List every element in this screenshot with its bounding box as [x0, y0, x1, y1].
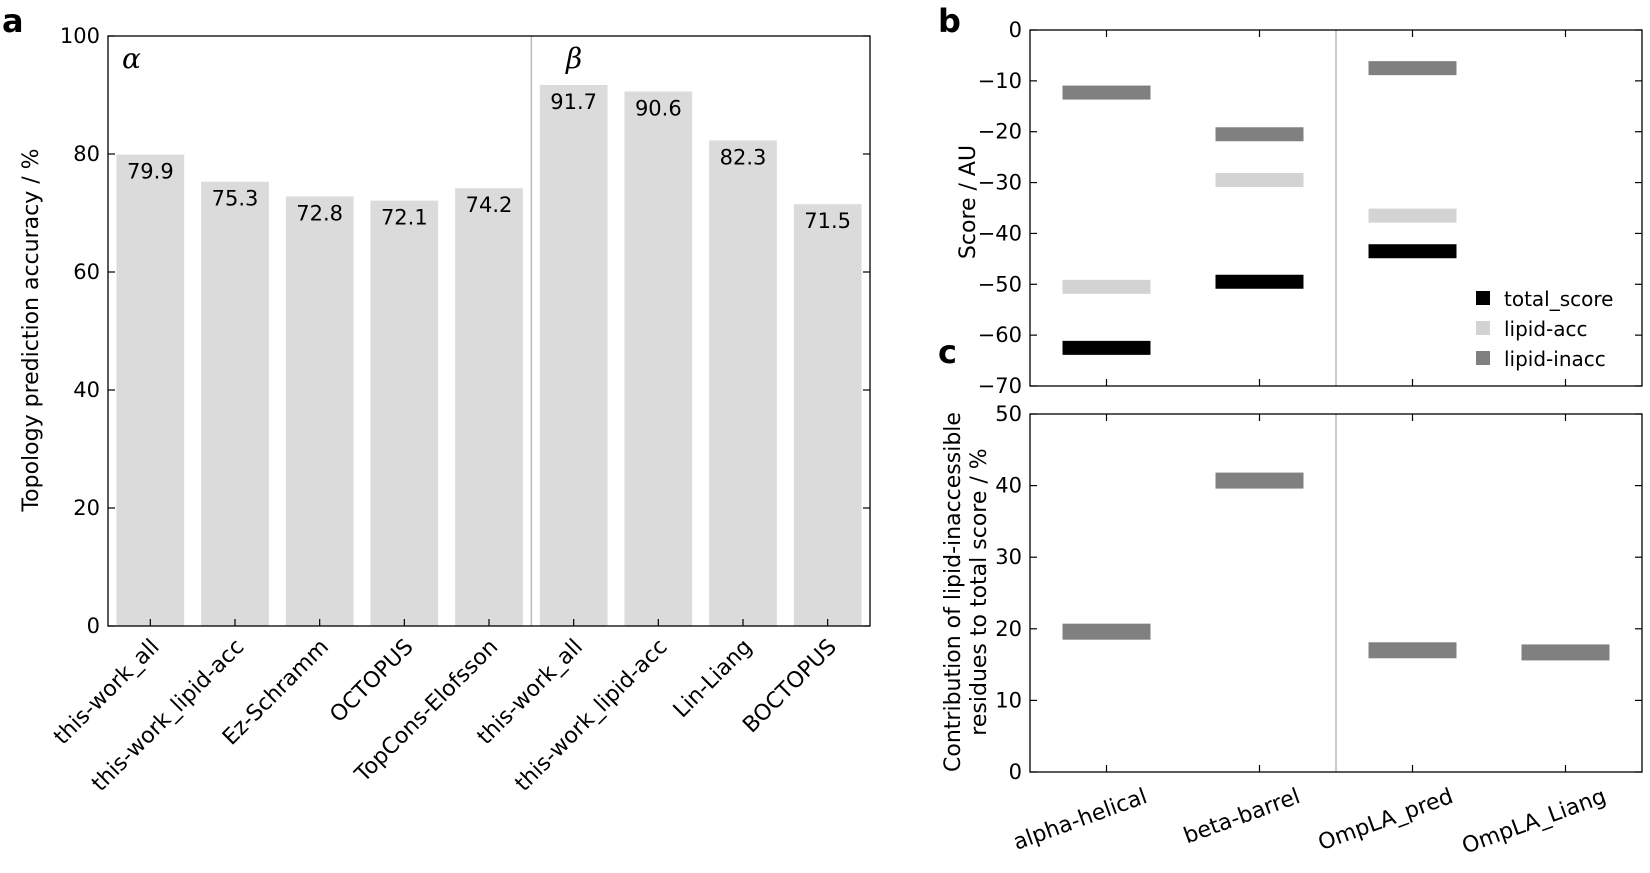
- x-tick-label-lin-liang: Lin-Liang: [669, 635, 757, 723]
- panel-c-axes-frame: [1029, 413, 1643, 773]
- mark-lipid-inacc-ompla-liang: [1521, 644, 1610, 661]
- mark-lipid-inacc-ompla-pred: [1368, 61, 1457, 76]
- panel-c-ylabel-line2: residues to total score / %: [967, 448, 992, 735]
- x-tick-label-alpha-helical: alpha-helical: [1010, 784, 1150, 855]
- x-tick-label-ompla-pred: OmpLA_pred: [1315, 784, 1457, 856]
- bar-7-this-work-lipid-acc: [624, 91, 693, 626]
- y-tick-label: −70: [978, 374, 1022, 398]
- mark-lipid-inacc-ompla-pred: [1368, 642, 1457, 659]
- bar-value-label-5: 74.2: [466, 193, 513, 217]
- y-tick-label: −50: [978, 272, 1022, 296]
- panel-a-chart: 79.9 75.3 72.8 72.1 74.2 91.7 90.6 82.3 71.5 0 20…: [19, 24, 871, 797]
- bar-4-octopus: [370, 200, 439, 627]
- mark-lipid-inacc-beta-barrel: [1215, 472, 1304, 489]
- y-tick-label: 20: [995, 617, 1022, 641]
- y-tick-label: 100: [60, 24, 100, 48]
- x-tick-label-this-work-lipid-acc: this-work_lipid-acc: [87, 635, 249, 797]
- y-tick-label: −40: [978, 221, 1022, 245]
- panel-a-ylabel: Topology prediction accuracy / %: [19, 148, 44, 512]
- y-tick-label: 30: [995, 545, 1022, 569]
- panel-b-axes-frame: [1029, 29, 1643, 387]
- x-tick-label-octopus: OCTOPUS: [325, 635, 418, 728]
- y-tick-label: 40: [995, 474, 1022, 498]
- bar-value-label-3: 72.8: [296, 201, 343, 225]
- alpha-group-label: α: [122, 42, 141, 75]
- panel-letter-a: a: [2, 2, 24, 40]
- x-tick-label-this-work-lipid-acc: this-work_lipid-acc: [511, 635, 673, 797]
- mark-lipid-inacc-beta-barrel: [1215, 127, 1304, 142]
- panel-b-legend: total_score lipid-acc lipid-inacc: [1476, 287, 1613, 371]
- x-tick-label-beta-barrel: beta-barrel: [1180, 784, 1303, 849]
- bar-value-label-8: 82.3: [720, 145, 767, 169]
- bar-value-label-2: 75.3: [212, 187, 259, 211]
- panel-letter-b: b: [938, 2, 961, 40]
- bar-1-this-work-all: [116, 154, 185, 626]
- legend-swatch-total-score: [1476, 291, 1490, 305]
- y-tick-label: 40: [73, 378, 100, 402]
- bar-3-ez-schramm: [285, 196, 354, 627]
- panel-b-ylabel: Score / AU: [956, 145, 981, 259]
- bar-value-label-7: 90.6: [635, 96, 682, 120]
- legend-label-total-score: total_score: [1504, 287, 1613, 311]
- y-tick-label: 10: [995, 688, 1022, 712]
- legend-label-lipid-acc: lipid-acc: [1504, 317, 1588, 341]
- bar-value-label-6: 91.7: [550, 90, 597, 114]
- x-tick-label-ompla-liang: OmpLA_Liang: [1459, 784, 1610, 859]
- mark-total-score-beta-barrel: [1215, 274, 1304, 289]
- mark-lipid-acc-beta-barrel: [1215, 173, 1304, 188]
- bar-9-boctopus: [793, 204, 862, 626]
- bar-2-this-work-lipid-acc: [201, 181, 269, 627]
- legend-swatch-lipid-inacc: [1476, 351, 1490, 365]
- y-tick-label: 0: [87, 614, 100, 638]
- beta-group-label: β: [565, 42, 582, 75]
- mark-lipid-inacc-alpha-helical: [1062, 85, 1151, 100]
- mark-total-score-alpha-helical: [1062, 340, 1151, 355]
- bar-value-label-1: 79.9: [127, 160, 174, 184]
- mark-total-score-ompla-pred: [1368, 244, 1457, 259]
- y-tick-label: 20: [73, 496, 100, 520]
- panel-b-chart: 0 −10 −20 −30 −40 −50 −60 −70 Score / AU total_…: [956, 18, 1643, 398]
- legend-swatch-lipid-acc: [1476, 321, 1490, 335]
- bar-8-lin-liang: [709, 140, 777, 626]
- bar-value-label-4: 72.1: [381, 206, 428, 230]
- bar-5-topcons-elofsson: [455, 188, 523, 626]
- panel-letter-c: c: [938, 333, 957, 371]
- y-tick-label: 60: [73, 260, 100, 284]
- bar-value-label-9: 71.5: [804, 209, 851, 233]
- y-tick-label: 0: [1009, 18, 1022, 42]
- legend-label-lipid-inacc: lipid-inacc: [1504, 347, 1606, 371]
- y-tick-label: 50: [995, 402, 1022, 426]
- y-tick-label: 80: [73, 142, 100, 166]
- y-tick-label: −10: [978, 69, 1022, 93]
- y-tick-label: −20: [978, 120, 1022, 144]
- panel-c-ylabel-line1: Contribution of lipid-inaccessible: [941, 412, 966, 772]
- mark-lipid-inacc-alpha-helical: [1062, 623, 1151, 640]
- x-tick-label-topcons-elofsson: TopCons-Elofsson: [350, 635, 503, 788]
- bar-6-this-work-all: [539, 84, 608, 627]
- mark-lipid-acc-ompla-pred: [1368, 208, 1457, 223]
- y-tick-label: −30: [978, 171, 1022, 195]
- y-tick-label: 0: [1009, 760, 1022, 784]
- y-tick-label: −60: [978, 323, 1022, 347]
- mark-lipid-acc-alpha-helical: [1062, 279, 1151, 294]
